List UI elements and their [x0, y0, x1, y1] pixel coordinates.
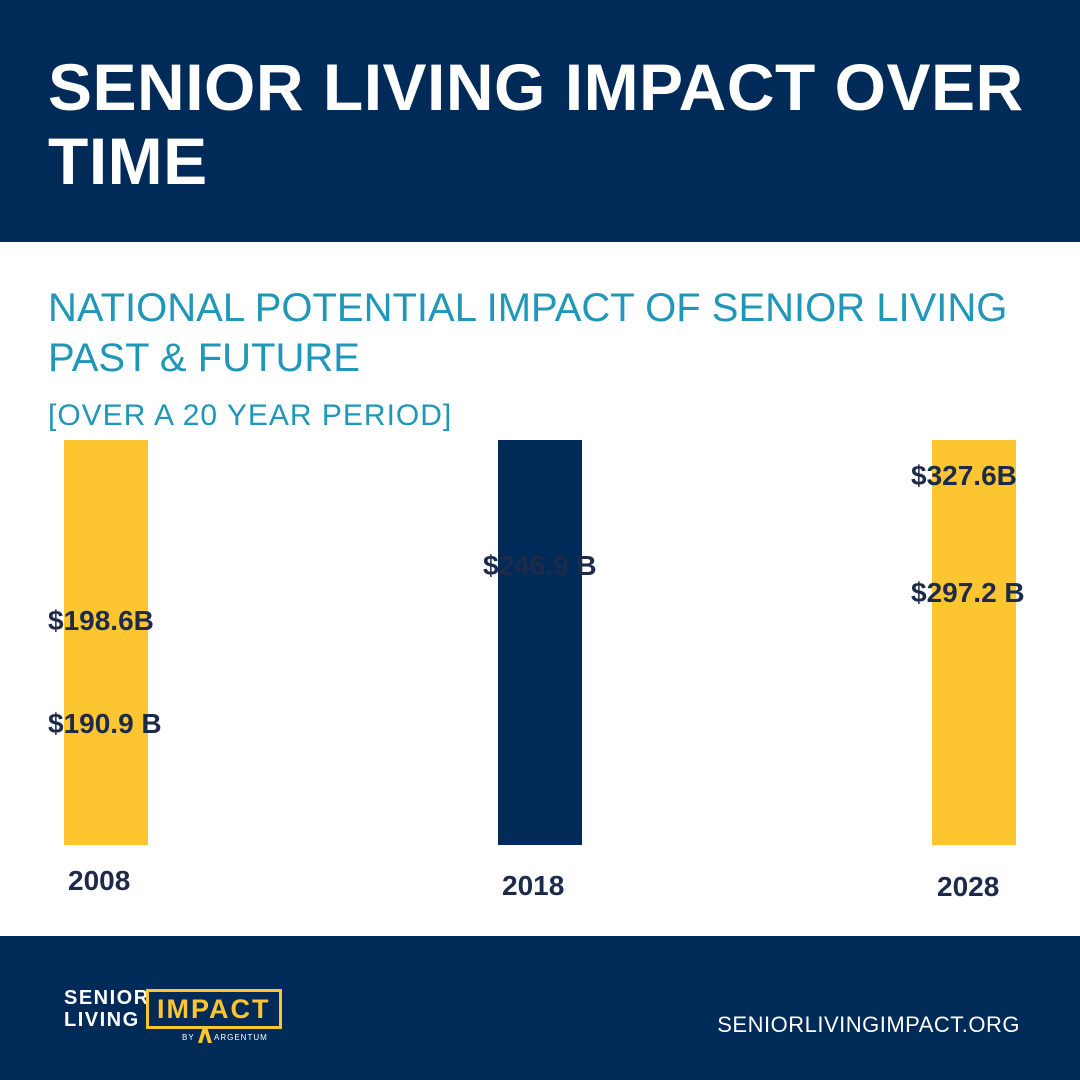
bar-2018 [498, 440, 582, 845]
x-tick-label-2018: 2018 [502, 870, 564, 901]
x-tick-label-2008: 2008 [68, 865, 130, 896]
bar-value-label-2008: $190.9 B [48, 708, 162, 739]
argentum-a-icon [198, 1027, 212, 1043]
x-tick-label-2028: 2028 [937, 871, 999, 902]
logo-word-impact: IMPACT [146, 989, 282, 1029]
logo-word-senior: SENIOR [64, 987, 150, 1009]
upper-value-label-2008: $198.6B [48, 605, 154, 636]
chart-title: NATIONAL POTENTIAL IMPACT OF SENIOR LIVI… [48, 286, 1008, 380]
chart-subtitle: [OVER A 20 YEAR PERIOD] [48, 399, 453, 432]
senior-living-impact-logo[interactable]: SENIOR LIVING IMPACT BY ARGENTUM [64, 985, 294, 1045]
logo-argentum: ARGENTUM [214, 1033, 268, 1042]
page-title: SENIOR LIVING IMPACT OVER TIME [48, 50, 1024, 198]
website-link[interactable]: SENIORLIVINGIMPACT.ORG [717, 1012, 1020, 1037]
footer-banner [0, 936, 1080, 1080]
upper-value-label-2028: $327.6B [911, 460, 1017, 491]
logo-by: BY [182, 1033, 195, 1042]
logo-word-living: LIVING [64, 1009, 140, 1031]
bar-2008-fill [64, 440, 148, 845]
chart-area: $198.6B $190.9 B $246.9 B $327.6B $297.2 B 20… [48, 440, 1025, 902]
bar-value-label-2028: $297.2 B [911, 577, 1025, 608]
bar-2028-fill [932, 440, 1016, 845]
bar-value-label-2018: $246.9 B [483, 550, 597, 581]
header-banner: SENIOR LIVING IMPACT OVER TIME [0, 0, 1080, 242]
